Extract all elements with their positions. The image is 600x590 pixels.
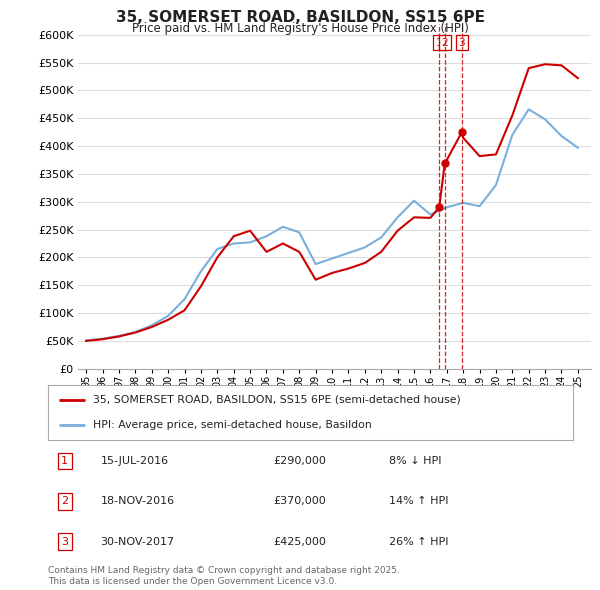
Text: 2: 2 bbox=[61, 496, 68, 506]
Text: 35, SOMERSET ROAD, BASILDON, SS15 6PE (semi-detached house): 35, SOMERSET ROAD, BASILDON, SS15 6PE (s… bbox=[92, 395, 460, 405]
Text: 3: 3 bbox=[61, 536, 68, 546]
Text: £290,000: £290,000 bbox=[274, 456, 326, 466]
Text: Contains HM Land Registry data © Crown copyright and database right 2025.
This d: Contains HM Land Registry data © Crown c… bbox=[48, 566, 400, 586]
Text: £370,000: £370,000 bbox=[274, 496, 326, 506]
Text: 15-JUL-2016: 15-JUL-2016 bbox=[101, 456, 169, 466]
Text: 8% ↓ HPI: 8% ↓ HPI bbox=[389, 456, 442, 466]
Text: 2: 2 bbox=[442, 38, 448, 48]
Text: 18-NOV-2016: 18-NOV-2016 bbox=[101, 496, 175, 506]
Text: £425,000: £425,000 bbox=[274, 536, 326, 546]
Text: 3: 3 bbox=[458, 38, 465, 48]
Text: 14% ↑ HPI: 14% ↑ HPI bbox=[389, 496, 449, 506]
Text: 1: 1 bbox=[436, 38, 443, 48]
Text: 26% ↑ HPI: 26% ↑ HPI bbox=[389, 536, 449, 546]
Text: 1: 1 bbox=[61, 456, 68, 466]
Text: HPI: Average price, semi-detached house, Basildon: HPI: Average price, semi-detached house,… bbox=[92, 420, 371, 430]
Text: 30-NOV-2017: 30-NOV-2017 bbox=[101, 536, 175, 546]
Text: Price paid vs. HM Land Registry's House Price Index (HPI): Price paid vs. HM Land Registry's House … bbox=[131, 22, 469, 35]
Text: 35, SOMERSET ROAD, BASILDON, SS15 6PE: 35, SOMERSET ROAD, BASILDON, SS15 6PE bbox=[115, 10, 485, 25]
